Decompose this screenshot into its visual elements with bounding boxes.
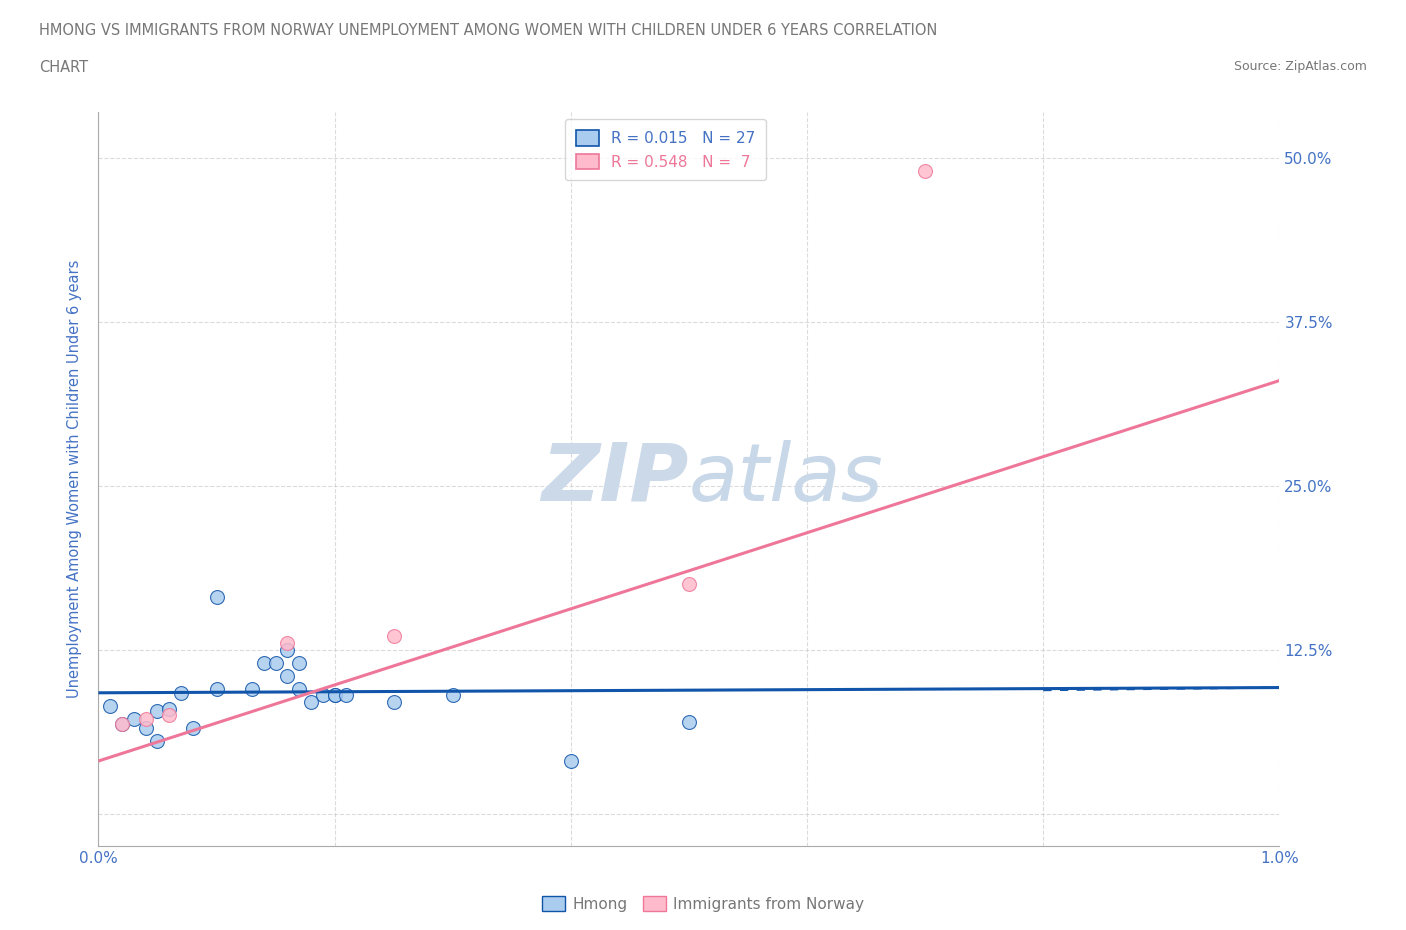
Point	[122, 711, 145, 726]
Text: atlas: atlas	[689, 440, 884, 518]
Point	[111, 717, 134, 732]
Point	[135, 711, 157, 726]
Point	[157, 708, 180, 723]
Text: Source: ZipAtlas.com: Source: ZipAtlas.com	[1233, 60, 1367, 73]
Point	[335, 688, 357, 703]
Legend: Hmong, Immigrants from Norway: Hmong, Immigrants from Norway	[536, 889, 870, 918]
Text: ZIP: ZIP	[541, 440, 689, 518]
Point	[146, 704, 169, 719]
Point	[299, 695, 322, 710]
Point	[312, 688, 335, 703]
Point	[205, 590, 228, 604]
Text: HMONG VS IMMIGRANTS FROM NORWAY UNEMPLOYMENT AMONG WOMEN WITH CHILDREN UNDER 6 Y: HMONG VS IMMIGRANTS FROM NORWAY UNEMPLOY…	[39, 23, 938, 38]
Point	[678, 577, 700, 591]
Point	[323, 688, 346, 703]
Point	[157, 701, 180, 716]
Y-axis label: Unemployment Among Women with Children Under 6 years: Unemployment Among Women with Children U…	[67, 259, 83, 698]
Point	[98, 698, 121, 713]
Legend: R = 0.015   N = 27, R = 0.548   N =  7: R = 0.015 N = 27, R = 0.548 N = 7	[565, 119, 766, 180]
Point	[382, 629, 405, 644]
Point	[240, 682, 263, 697]
Point	[181, 721, 204, 736]
Point	[441, 688, 464, 703]
Point	[111, 717, 134, 732]
Point	[135, 721, 157, 736]
Point	[323, 688, 346, 703]
Point	[170, 685, 193, 700]
Point	[382, 695, 405, 710]
Point	[288, 682, 311, 697]
Point	[678, 714, 700, 729]
Point	[288, 656, 311, 671]
Point	[560, 753, 582, 768]
Point	[276, 669, 298, 684]
Point	[276, 642, 298, 657]
Point	[146, 734, 169, 749]
Point	[276, 635, 298, 650]
Point	[264, 656, 287, 671]
Point	[205, 682, 228, 697]
Point	[914, 163, 936, 178]
Text: CHART: CHART	[39, 60, 89, 74]
Point	[253, 656, 276, 671]
